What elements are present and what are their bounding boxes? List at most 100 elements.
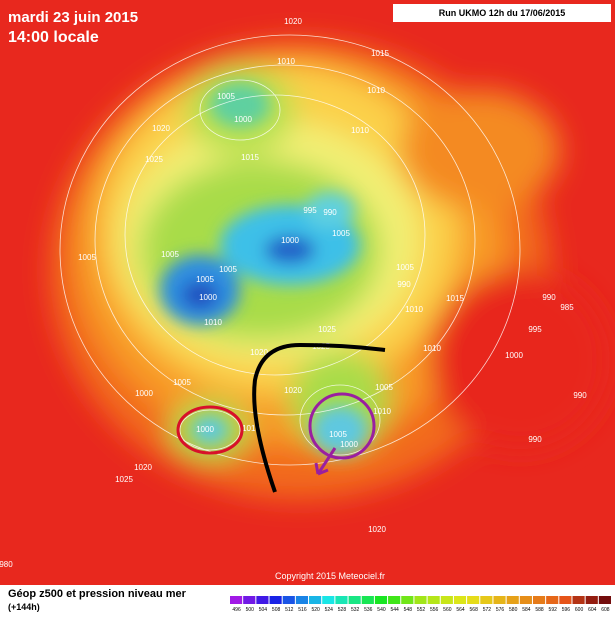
date: mardi 23 juin 2015: [8, 9, 138, 26]
scale-label: 524: [325, 607, 334, 613]
scale-swatch: [269, 596, 282, 604]
isobar-label: 1025: [115, 475, 133, 484]
scale-label: 556: [430, 607, 439, 613]
scale-label: 544: [390, 607, 399, 613]
scale-swatch: [401, 596, 414, 604]
isobar-label: 1020: [152, 124, 170, 133]
scale-label: 584: [522, 607, 531, 613]
isobar-label: 1010: [204, 318, 222, 327]
isobar-label: 1020: [250, 348, 268, 357]
isobar-label: 1005: [78, 253, 96, 262]
scale-swatch: [493, 596, 506, 604]
isobar-label: 995: [528, 325, 542, 334]
scale-swatch: [453, 596, 467, 604]
scale-swatch: [480, 596, 493, 604]
scale-label: 536: [364, 607, 373, 613]
scale-label: 560: [443, 607, 452, 613]
isobar-label: 1010: [423, 344, 441, 353]
scale-label: 532: [351, 607, 360, 613]
scale-label: 572: [483, 607, 492, 613]
scale-swatch: [282, 596, 295, 604]
isobar-label: 980: [0, 560, 13, 569]
isobar-label: 1020: [134, 463, 152, 472]
isobar-label: 1000: [199, 293, 217, 302]
scale-swatch: [335, 596, 348, 604]
isobar-label: 1020: [284, 386, 302, 395]
scale-swatch: [427, 596, 440, 604]
scale-label: 588: [535, 607, 544, 613]
isobar-label: 1005: [196, 275, 214, 284]
scale-swatch: [440, 596, 453, 604]
isobar-label: 1000: [196, 425, 214, 434]
scale-label: 552: [417, 607, 426, 613]
scale-swatch: [546, 596, 559, 604]
isobar-label: 1005: [332, 229, 350, 238]
scale-swatch: [361, 596, 374, 604]
scale-swatch: [256, 596, 269, 604]
isobar-label: 1005: [375, 383, 393, 392]
scale-label: 496: [232, 607, 241, 613]
isobar-label: 1010: [405, 305, 423, 314]
isobar-label: 1010: [373, 407, 391, 416]
scale-swatch: [519, 596, 532, 604]
scale-swatch: [559, 596, 572, 604]
high-highlight: [308, 392, 376, 460]
scale-label: 548: [404, 607, 413, 613]
isobar-label: 1005: [219, 265, 237, 274]
scale-swatch: [467, 596, 480, 604]
scale-swatch: [309, 596, 322, 604]
scale-label: 528: [338, 607, 347, 613]
legend-range: (+144h): [8, 602, 40, 612]
isobar-label: 1025: [318, 325, 336, 334]
copyright: Copyright 2015 Meteociel.fr: [275, 571, 385, 581]
scale-label: 508: [272, 607, 281, 613]
isobar-label: 990: [573, 391, 587, 400]
isobar-label: 1010: [367, 86, 385, 95]
isobar-label: 1000: [135, 389, 153, 398]
isobar-label: 1005: [329, 430, 347, 439]
isobar-label: 1005: [396, 263, 414, 272]
scale-swatch: [243, 596, 256, 604]
scale-swatch: [414, 596, 427, 604]
isobar-label: 1000: [340, 440, 358, 449]
scale-label: 540: [377, 607, 386, 613]
scale-swatch: [374, 596, 388, 604]
scale-swatch: [506, 596, 519, 604]
isobar-label: 1005: [161, 250, 179, 259]
scale-label: 568: [470, 607, 479, 613]
isobar-label: 1025: [145, 155, 163, 164]
map-field: [0, 0, 615, 600]
scale-swatch: [532, 596, 546, 604]
isobar-label: 1015: [371, 49, 389, 58]
scale-label: 504: [259, 607, 268, 613]
isobar-label: 1000: [281, 236, 299, 245]
scale-label: 604: [588, 607, 597, 613]
scale-label: 564: [456, 607, 465, 613]
scale-label: 592: [549, 607, 558, 613]
isobar-label: 1010: [277, 57, 295, 66]
isobar-label: 1020: [368, 525, 386, 534]
isobar-label: 1010: [242, 424, 260, 433]
scale-label: 512: [285, 607, 294, 613]
isobar-label: 1015: [241, 153, 259, 162]
scale-label: 596: [562, 607, 571, 613]
scale-label: 500: [246, 607, 255, 613]
isobar-label: 1010: [351, 126, 369, 135]
scale-label: 516: [298, 607, 307, 613]
isobar-label: 990: [528, 435, 542, 444]
isobar-label: 1005: [217, 92, 235, 101]
isobar-label: 1015: [446, 294, 464, 303]
scale-swatch: [598, 596, 611, 604]
isobar-label: 1020: [284, 17, 302, 26]
low-highlight: [176, 405, 244, 455]
scale-label: 580: [509, 607, 518, 613]
scale-label: 576: [496, 607, 505, 613]
isobar-label: 990: [397, 280, 411, 289]
arrow: [314, 447, 337, 476]
run-box: [393, 4, 611, 22]
scale-label: 520: [311, 607, 320, 613]
scale-swatch: [230, 596, 243, 604]
isobar-label: 985: [560, 303, 574, 312]
scale-swatch: [585, 596, 598, 604]
